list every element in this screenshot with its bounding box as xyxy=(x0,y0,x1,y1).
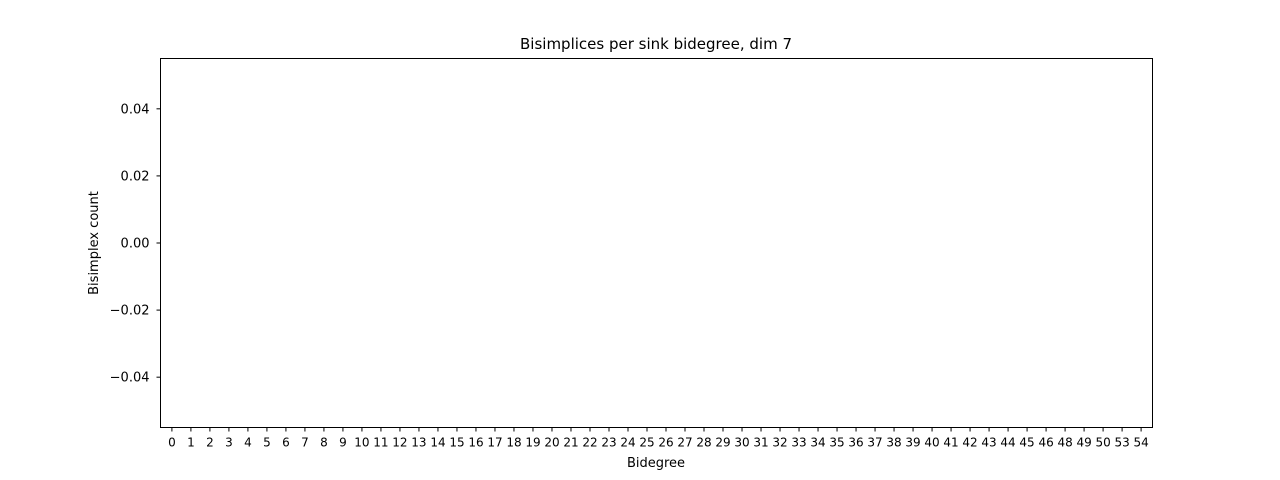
x-tick-label: 48 xyxy=(1057,436,1072,450)
x-tick-label: 49 xyxy=(1076,436,1091,450)
x-tick-label: 31 xyxy=(753,436,768,450)
x-tick-label: 17 xyxy=(487,436,502,450)
x-tick-label: 24 xyxy=(620,436,635,450)
x-tick-label: 53 xyxy=(1114,436,1129,450)
x-tick-label: 27 xyxy=(677,436,692,450)
x-tick-label: 54 xyxy=(1133,436,1148,450)
x-tick-label: 22 xyxy=(582,436,597,450)
x-tick-label: 8 xyxy=(320,436,328,450)
x-tick-label: 43 xyxy=(981,436,996,450)
x-axis-label: Bidegree xyxy=(627,456,685,471)
x-tick-label: 36 xyxy=(848,436,863,450)
x-tick-label: 46 xyxy=(1038,436,1053,450)
x-tick-label: 39 xyxy=(905,436,920,450)
chart-title: Bisimplices per sink bidegree, dim 7 xyxy=(520,35,792,53)
x-tick-label: 30 xyxy=(734,436,749,450)
x-tick-label: 20 xyxy=(544,436,559,450)
x-axis: 0 1 2 3 4 5 6 7 8 9 10 11 12 13 14 15 16 17 18 19 20 21 22 23 24… xyxy=(168,427,1149,450)
x-tick-label: 35 xyxy=(829,436,844,450)
x-tick-label: 33 xyxy=(791,436,806,450)
x-tick-label: 26 xyxy=(658,436,673,450)
y-axis: −0.04 −0.02 0.00 0.02 0.04 xyxy=(110,102,161,386)
x-tick-label: 10 xyxy=(354,436,369,450)
y-tick-label: 0.02 xyxy=(121,169,150,184)
x-tick-label: 42 xyxy=(962,436,977,450)
x-tick-label: 11 xyxy=(373,436,388,450)
x-tick-label: 15 xyxy=(449,436,464,450)
x-tick-label: 21 xyxy=(563,436,578,450)
x-tick-label: 6 xyxy=(282,436,290,450)
x-tick-label: 5 xyxy=(263,436,271,450)
y-tick-label: −0.02 xyxy=(110,304,150,319)
x-tick-label: 34 xyxy=(810,436,825,450)
x-tick-label: 32 xyxy=(772,436,787,450)
y-axis-label: Bisimplex count xyxy=(87,191,102,295)
x-tick-label: 19 xyxy=(525,436,540,450)
x-tick-label: 14 xyxy=(430,436,445,450)
x-tick-label: 38 xyxy=(886,436,901,450)
x-tick-label: 16 xyxy=(468,436,483,450)
x-tick-label: 0 xyxy=(168,436,176,450)
x-tick-label: 2 xyxy=(206,436,214,450)
x-tick-label: 7 xyxy=(301,436,309,450)
x-tick-label: 9 xyxy=(339,436,347,450)
y-tick-label: −0.04 xyxy=(110,371,150,386)
x-tick-label: 41 xyxy=(943,436,958,450)
x-tick-label: 3 xyxy=(225,436,233,450)
y-tick-label: 0.04 xyxy=(121,102,150,117)
x-tick-label: 45 xyxy=(1019,436,1034,450)
x-tick-label: 23 xyxy=(601,436,616,450)
x-tick-label: 13 xyxy=(411,436,426,450)
x-tick-label: 50 xyxy=(1095,436,1110,450)
x-tick-label: 4 xyxy=(244,436,252,450)
x-tick-label: 44 xyxy=(1000,436,1015,450)
x-tick-label: 1 xyxy=(187,436,195,450)
x-tick-label: 25 xyxy=(639,436,654,450)
x-tick-label: 18 xyxy=(506,436,521,450)
y-tick-label: 0.00 xyxy=(121,237,150,252)
x-tick-label: 12 xyxy=(392,436,407,450)
x-tick-label: 28 xyxy=(696,436,711,450)
x-tick-label: 29 xyxy=(715,436,730,450)
x-tick-label: 40 xyxy=(924,436,939,450)
x-tick-label: 37 xyxy=(867,436,882,450)
